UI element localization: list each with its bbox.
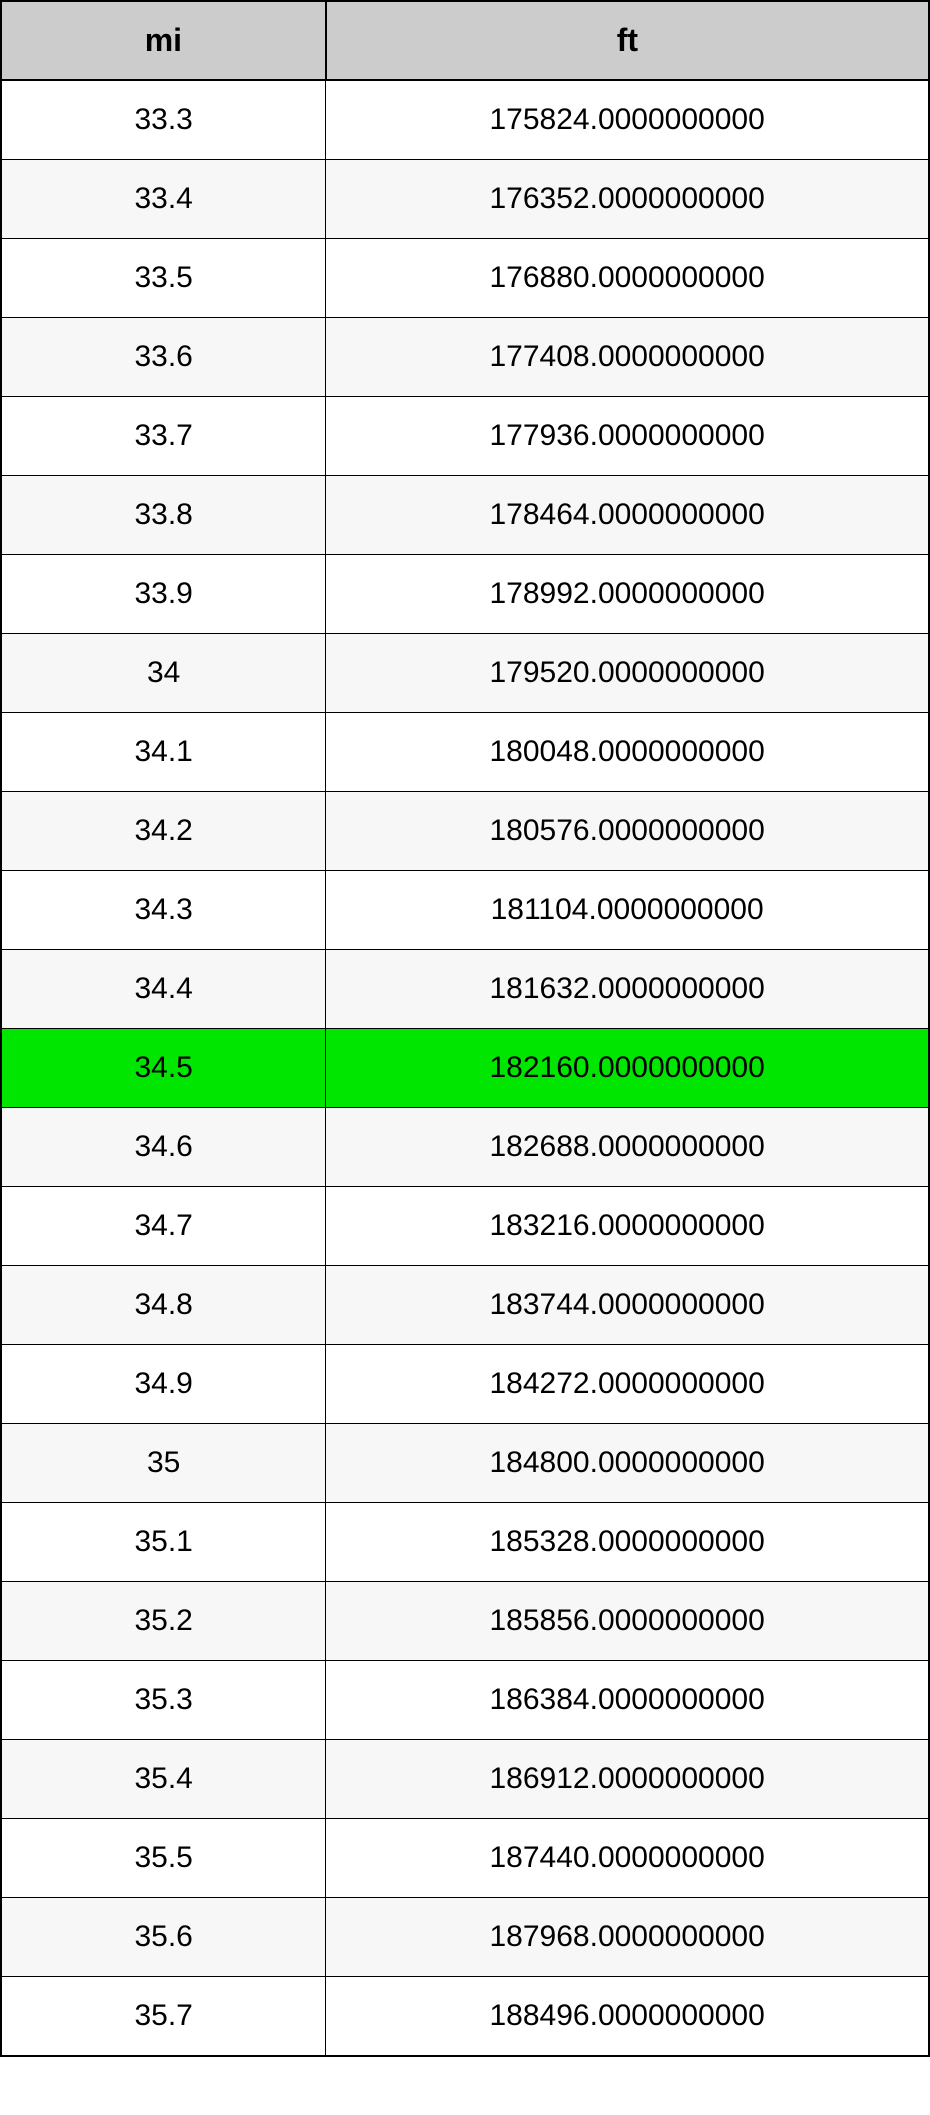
cell-mi: 33.8 [1, 476, 326, 555]
cell-ft: 180048.0000000000 [326, 713, 929, 792]
table-row: 33.9178992.0000000000 [1, 555, 929, 634]
cell-mi: 34.8 [1, 1266, 326, 1345]
table-row: 34.7183216.0000000000 [1, 1187, 929, 1266]
cell-mi: 33.5 [1, 239, 326, 318]
table-row: 35184800.0000000000 [1, 1424, 929, 1503]
cell-ft: 186384.0000000000 [326, 1661, 929, 1740]
table-row: 35.3186384.0000000000 [1, 1661, 929, 1740]
table-row: 34179520.0000000000 [1, 634, 929, 713]
table-row: 35.4186912.0000000000 [1, 1740, 929, 1819]
cell-mi: 34 [1, 634, 326, 713]
cell-ft: 177936.0000000000 [326, 397, 929, 476]
table-row: 35.2185856.0000000000 [1, 1582, 929, 1661]
table-row: 33.6177408.0000000000 [1, 318, 929, 397]
cell-mi: 33.4 [1, 160, 326, 239]
cell-mi: 35.2 [1, 1582, 326, 1661]
cell-ft: 187968.0000000000 [326, 1898, 929, 1977]
table-body: 33.3175824.000000000033.4176352.00000000… [1, 80, 929, 2056]
table-row: 34.4181632.0000000000 [1, 950, 929, 1029]
cell-mi: 35.4 [1, 1740, 326, 1819]
cell-ft: 179520.0000000000 [326, 634, 929, 713]
table-row: 33.8178464.0000000000 [1, 476, 929, 555]
column-header-ft: ft [326, 1, 929, 80]
cell-ft: 180576.0000000000 [326, 792, 929, 871]
cell-mi: 33.3 [1, 80, 326, 160]
table-row: 35.7188496.0000000000 [1, 1977, 929, 2057]
table-row: 34.2180576.0000000000 [1, 792, 929, 871]
table-row: 33.4176352.0000000000 [1, 160, 929, 239]
cell-mi: 35.1 [1, 1503, 326, 1582]
table-header-row: mi ft [1, 1, 929, 80]
cell-ft: 178992.0000000000 [326, 555, 929, 634]
table-row: 34.5182160.0000000000 [1, 1029, 929, 1108]
cell-ft: 183744.0000000000 [326, 1266, 929, 1345]
cell-ft: 186912.0000000000 [326, 1740, 929, 1819]
cell-ft: 185856.0000000000 [326, 1582, 929, 1661]
cell-mi: 34.3 [1, 871, 326, 950]
table-row: 34.6182688.0000000000 [1, 1108, 929, 1187]
cell-mi: 35.5 [1, 1819, 326, 1898]
cell-mi: 33.9 [1, 555, 326, 634]
cell-ft: 175824.0000000000 [326, 80, 929, 160]
cell-mi: 34.5 [1, 1029, 326, 1108]
cell-ft: 176880.0000000000 [326, 239, 929, 318]
cell-ft: 181104.0000000000 [326, 871, 929, 950]
cell-ft: 187440.0000000000 [326, 1819, 929, 1898]
cell-mi: 35.6 [1, 1898, 326, 1977]
cell-mi: 34.4 [1, 950, 326, 1029]
table-row: 35.6187968.0000000000 [1, 1898, 929, 1977]
table-row: 33.3175824.0000000000 [1, 80, 929, 160]
cell-ft: 184800.0000000000 [326, 1424, 929, 1503]
column-header-mi: mi [1, 1, 326, 80]
table-row: 33.7177936.0000000000 [1, 397, 929, 476]
cell-ft: 176352.0000000000 [326, 160, 929, 239]
cell-mi: 34.6 [1, 1108, 326, 1187]
table-row: 34.9184272.0000000000 [1, 1345, 929, 1424]
cell-ft: 185328.0000000000 [326, 1503, 929, 1582]
cell-mi: 33.7 [1, 397, 326, 476]
cell-mi: 34.2 [1, 792, 326, 871]
cell-ft: 188496.0000000000 [326, 1977, 929, 2057]
table-row: 34.8183744.0000000000 [1, 1266, 929, 1345]
cell-mi: 34.7 [1, 1187, 326, 1266]
cell-mi: 34.1 [1, 713, 326, 792]
cell-ft: 184272.0000000000 [326, 1345, 929, 1424]
table-row: 35.1185328.0000000000 [1, 1503, 929, 1582]
table-row: 34.1180048.0000000000 [1, 713, 929, 792]
cell-ft: 181632.0000000000 [326, 950, 929, 1029]
table-row: 35.5187440.0000000000 [1, 1819, 929, 1898]
cell-mi: 33.6 [1, 318, 326, 397]
table-row: 34.3181104.0000000000 [1, 871, 929, 950]
cell-ft: 182160.0000000000 [326, 1029, 929, 1108]
cell-mi: 34.9 [1, 1345, 326, 1424]
cell-ft: 182688.0000000000 [326, 1108, 929, 1187]
conversion-table: mi ft 33.3175824.000000000033.4176352.00… [0, 0, 930, 2057]
cell-ft: 178464.0000000000 [326, 476, 929, 555]
cell-ft: 177408.0000000000 [326, 318, 929, 397]
table-row: 33.5176880.0000000000 [1, 239, 929, 318]
cell-ft: 183216.0000000000 [326, 1187, 929, 1266]
cell-mi: 35.3 [1, 1661, 326, 1740]
cell-mi: 35.7 [1, 1977, 326, 2057]
cell-mi: 35 [1, 1424, 326, 1503]
